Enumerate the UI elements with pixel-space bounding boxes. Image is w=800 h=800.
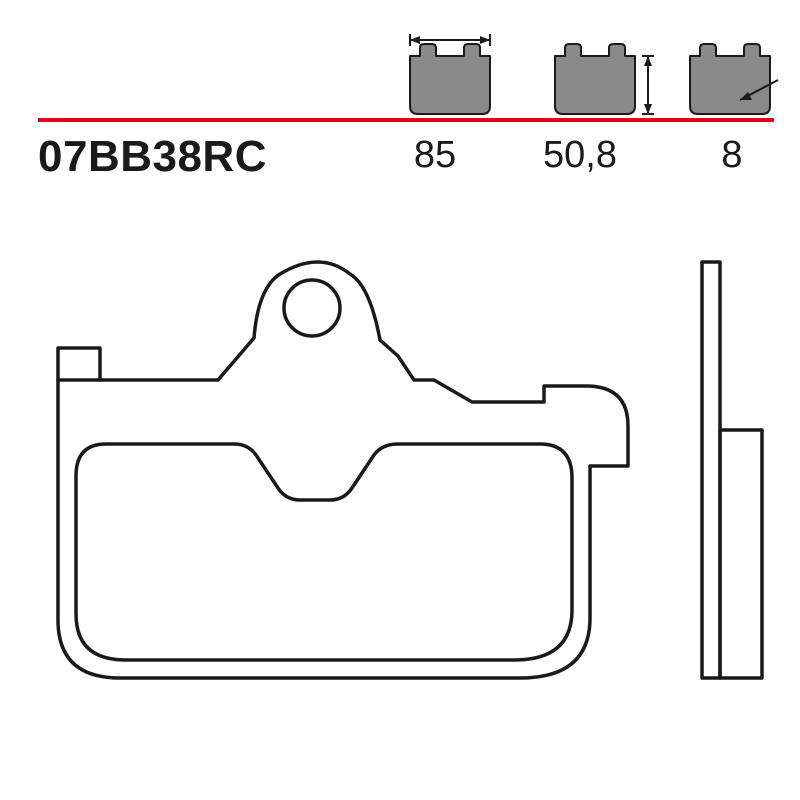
front-view (58, 262, 628, 678)
height-value: 50,8 (520, 134, 640, 177)
height-dim-icon (540, 26, 660, 116)
dimension-icons-row (0, 26, 800, 116)
side-view (702, 262, 762, 678)
thickness-dim-icon (680, 26, 780, 116)
part-number: 07BB38RC (38, 132, 267, 182)
label-row: 07BB38RC 85 50,8 8 (0, 128, 800, 188)
technical-drawing (0, 230, 800, 770)
width-dim-icon (390, 26, 510, 116)
red-divider (38, 118, 774, 122)
thickness-value: 8 (672, 134, 792, 177)
width-value: 85 (375, 134, 495, 177)
